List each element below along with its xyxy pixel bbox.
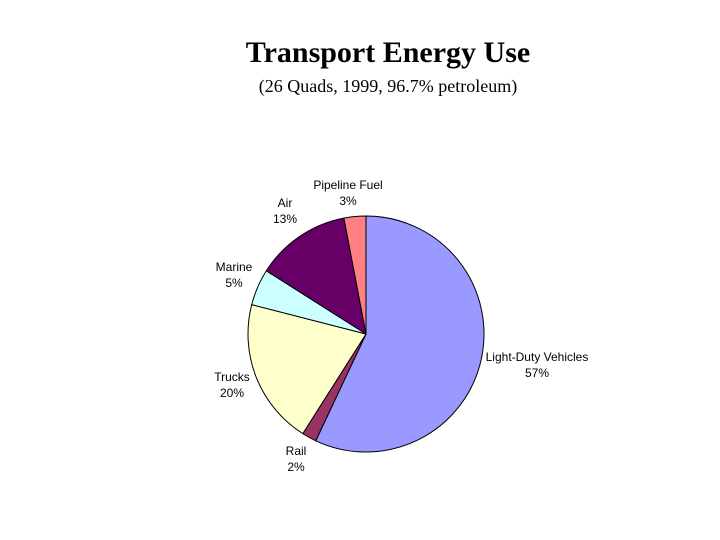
slice-label-marine: Marine 5% [216, 260, 253, 290]
chart-subtitle: (26 Quads, 1999, 96.7% petroleum) [258, 76, 518, 96]
slice-label-trucks: Trucks 20% [214, 370, 250, 400]
slice-label-pipeline-fuel: Pipeline Fuel 3% [313, 178, 382, 208]
pie-slice-light-duty-vehicles [315, 215, 485, 453]
slice-label-rail: Rail 2% [286, 444, 307, 474]
pie-labels: Light-Duty Vehicles 57% Rail 2% Trucks 20% Mar… [214, 178, 588, 474]
pie-slice-air [265, 217, 367, 335]
slice-label-air: Air 13% [273, 196, 297, 226]
chart-title: Transport Energy Use [245, 36, 531, 69]
pie-slices [247, 215, 485, 453]
slice-label-light-duty-vehicles: Light-Duty Vehicles 57% [486, 350, 589, 380]
pie-slice-trucks [247, 304, 367, 435]
pie-slice-pipeline-fuel [343, 215, 367, 335]
